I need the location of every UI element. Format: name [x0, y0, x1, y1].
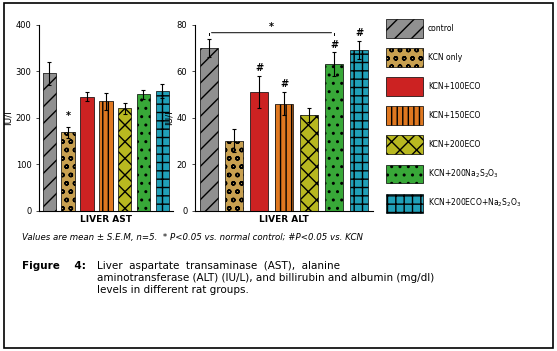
Bar	[61, 132, 75, 211]
Bar	[250, 92, 268, 211]
X-axis label: LIVER ALT: LIVER ALT	[259, 215, 309, 224]
Bar	[275, 104, 293, 211]
Bar	[300, 115, 318, 211]
Text: #: #	[330, 40, 338, 50]
Y-axis label: IU/I: IU/I	[4, 110, 13, 125]
Bar	[155, 91, 169, 211]
Bar	[225, 141, 243, 211]
Text: #: #	[355, 28, 364, 38]
Bar	[386, 194, 423, 212]
Text: KCN+150ECO: KCN+150ECO	[428, 111, 480, 120]
Text: Liver  aspartate  transaminase  (AST),  alanine
aminotransferase (ALT) (IU/L), a: Liver aspartate transaminase (AST), alan…	[97, 261, 434, 295]
Y-axis label: IU/I: IU/I	[165, 110, 174, 125]
Bar	[42, 73, 56, 211]
Bar	[386, 77, 423, 96]
Bar	[386, 48, 423, 67]
Bar	[80, 97, 94, 211]
Text: KCN+200ECO: KCN+200ECO	[428, 140, 480, 150]
Text: Figure    4:: Figure 4:	[22, 261, 86, 271]
Text: control: control	[428, 24, 455, 33]
Bar	[136, 94, 150, 211]
Text: KCN+200ECO+Na$_2$S$_2$O$_3$: KCN+200ECO+Na$_2$S$_2$O$_3$	[428, 197, 521, 209]
Text: *: *	[269, 22, 274, 32]
Text: *: *	[66, 111, 71, 121]
Text: Values are mean ± S.E.M, n=5.  * P<0.05 vs. normal control; #P<0.05 vs. KCN: Values are mean ± S.E.M, n=5. * P<0.05 v…	[22, 233, 363, 243]
Bar	[386, 19, 423, 38]
Text: #: #	[280, 79, 288, 89]
Bar	[386, 135, 423, 154]
Bar	[386, 165, 423, 184]
Bar	[200, 48, 218, 211]
Bar	[118, 108, 131, 211]
Text: KCN only: KCN only	[428, 53, 462, 62]
X-axis label: LIVER AST: LIVER AST	[80, 215, 132, 224]
Bar	[325, 64, 343, 211]
Bar	[99, 101, 113, 211]
Text: KCN+100ECO: KCN+100ECO	[428, 82, 480, 91]
Bar	[386, 106, 423, 125]
Text: KCN+200Na$_2$S$_2$O$_3$: KCN+200Na$_2$S$_2$O$_3$	[428, 168, 499, 180]
Text: #: #	[255, 63, 263, 73]
Bar	[350, 50, 368, 211]
